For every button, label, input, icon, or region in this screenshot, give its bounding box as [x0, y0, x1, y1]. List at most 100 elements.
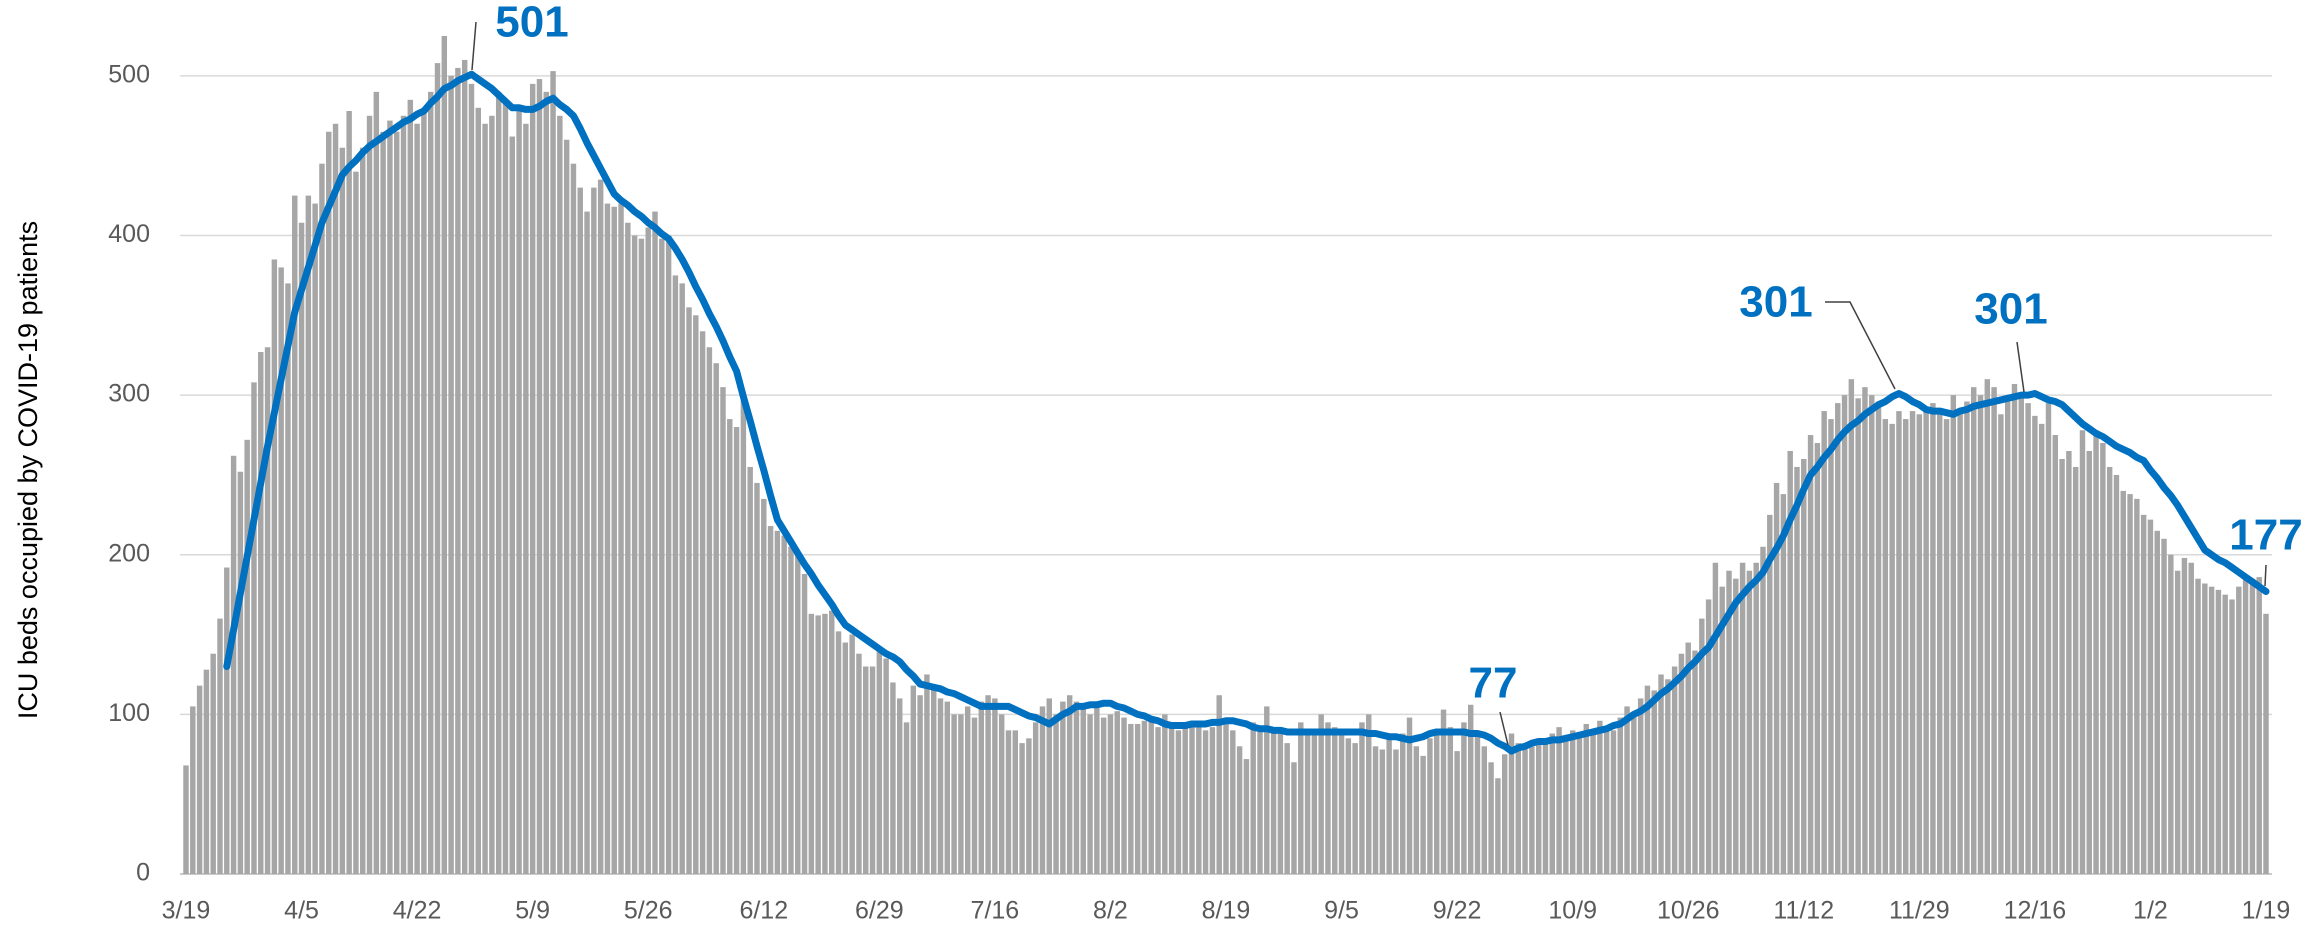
bar	[1726, 570, 1732, 874]
bar	[1882, 419, 1889, 874]
bar	[1977, 395, 1984, 874]
bar	[591, 187, 597, 875]
x-tick-label: 9/22	[1433, 897, 1482, 925]
bar	[1862, 387, 1868, 874]
bar	[563, 139, 570, 875]
y-axis-label: ICU beds occupied by COVID-19 patients	[13, 221, 43, 719]
bar	[251, 382, 257, 874]
bar	[326, 131, 332, 875]
bar	[1692, 650, 1698, 874]
bar	[611, 206, 617, 875]
bar	[1168, 722, 1175, 874]
bar	[441, 35, 448, 874]
bar	[1767, 514, 1773, 874]
bar	[944, 701, 951, 874]
bar	[1053, 714, 1059, 874]
bar	[2113, 474, 2120, 874]
bar	[767, 526, 774, 874]
x-tick-label: 3/19	[162, 897, 211, 925]
bar	[373, 91, 380, 874]
bar	[1515, 743, 1522, 874]
bar	[407, 99, 414, 874]
bar	[1243, 759, 1250, 874]
bar	[332, 123, 339, 875]
bar	[2168, 554, 2174, 874]
bar	[2106, 466, 2113, 874]
bar	[1488, 762, 1494, 874]
bar	[210, 653, 216, 874]
bar	[1780, 494, 1787, 874]
bar	[1202, 730, 1209, 874]
bar	[2018, 395, 2025, 874]
bar	[495, 91, 502, 874]
bar	[1236, 746, 1243, 874]
bar	[808, 613, 815, 874]
bar	[292, 195, 298, 875]
bar	[2059, 458, 2065, 874]
bar	[2086, 451, 2092, 874]
bar	[1699, 618, 1705, 874]
bar	[2025, 403, 2031, 874]
bar	[1991, 387, 1997, 874]
bar	[930, 685, 937, 874]
bar	[1366, 714, 1372, 874]
bar	[1284, 743, 1290, 874]
bar	[1733, 578, 1739, 874]
bar	[1583, 723, 1589, 874]
bar	[1182, 723, 1188, 874]
bar	[1896, 411, 1902, 874]
bar	[672, 275, 679, 874]
x-tick-label: 11/29	[1889, 897, 1950, 925]
bar	[1984, 379, 1991, 874]
bar	[1590, 733, 1596, 874]
bar	[1372, 746, 1379, 874]
bar	[319, 163, 325, 874]
bar	[1454, 751, 1460, 874]
bar	[1495, 778, 1501, 874]
bar	[271, 259, 278, 874]
bar	[2202, 583, 2208, 874]
bar	[1046, 698, 1052, 874]
bar	[427, 91, 434, 874]
bar	[1855, 398, 1861, 874]
bar	[448, 75, 454, 875]
bar	[1501, 754, 1508, 874]
bar	[1012, 730, 1018, 874]
bar	[557, 115, 563, 874]
y-tick-label: 500	[108, 60, 150, 88]
bar	[645, 227, 651, 874]
bar	[835, 631, 842, 874]
bar	[951, 714, 957, 874]
bar	[1230, 730, 1236, 874]
annotation-label: 77	[1469, 659, 1518, 708]
bar	[1746, 570, 1753, 874]
bar	[1189, 727, 1195, 874]
bar	[964, 706, 971, 874]
bar	[584, 211, 590, 874]
bar	[1223, 722, 1229, 874]
bar	[1685, 642, 1691, 874]
bar	[1828, 419, 1834, 874]
bar	[1250, 722, 1256, 874]
bar	[2127, 494, 2133, 874]
bar	[1338, 730, 1345, 874]
bar	[1359, 722, 1365, 874]
annotation-leader	[2264, 564, 2267, 587]
x-tick-label: 4/22	[393, 897, 442, 925]
x-tick-label: 6/29	[855, 897, 904, 925]
bar	[1631, 714, 1637, 874]
bar	[1964, 401, 1970, 874]
bar	[1311, 733, 1318, 874]
bar	[2032, 415, 2038, 874]
bar	[2120, 490, 2126, 874]
bar	[1773, 482, 1780, 874]
bar	[1624, 706, 1630, 874]
bar	[897, 698, 903, 874]
bar	[815, 615, 821, 874]
bar	[1345, 738, 1352, 874]
bar	[366, 115, 373, 874]
bar	[856, 653, 862, 874]
bar	[1549, 733, 1555, 874]
bar	[1617, 717, 1623, 874]
bar	[1998, 414, 2004, 874]
